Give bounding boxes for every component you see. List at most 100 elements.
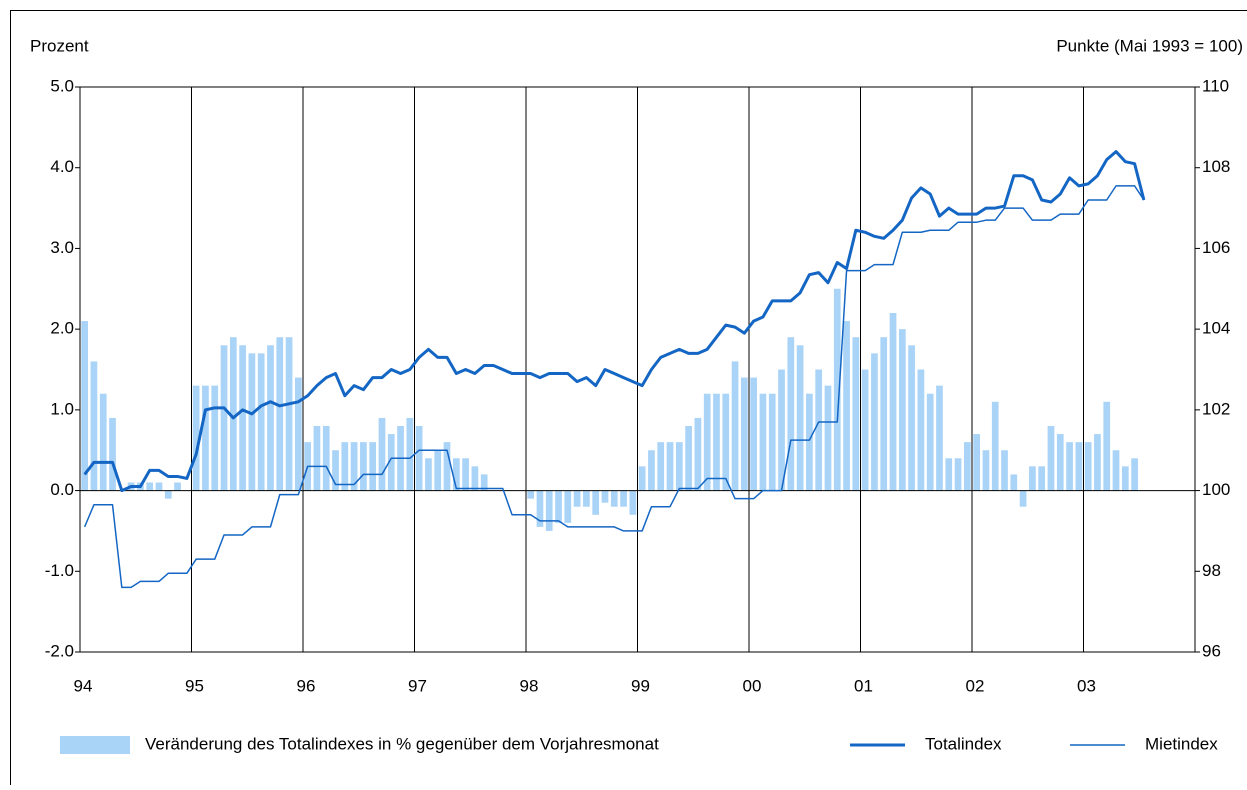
bar [1001,450,1008,490]
bar [174,483,181,491]
y-tick-label: 2.0 [50,319,74,338]
y2-axis-label: Punkte (Mai 1993 = 100) [1056,36,1243,55]
legend-label: Veränderung des Totalindexes in % gegenü… [145,734,659,753]
bar [815,370,822,491]
bar [927,394,934,491]
bar [713,394,720,491]
bar [722,394,729,491]
bar [369,442,376,490]
bar [648,450,655,490]
bar [583,491,590,507]
bar [1020,491,1027,507]
bar [1010,474,1017,490]
bar [91,361,98,490]
bar [564,491,571,523]
y-tick-label: 1.0 [50,399,74,418]
bar [239,345,246,490]
x-tick-label: 96 [297,676,316,695]
bar [249,353,256,490]
bar [555,491,562,523]
bar [732,361,739,490]
bar [630,491,637,515]
bar [611,491,618,507]
bar [676,442,683,490]
bar [602,491,609,503]
y2-tick-label: 98 [1202,561,1221,580]
bar [81,321,88,491]
legend-label: Totalindex [925,734,1002,753]
y2-tick-label: 104 [1202,319,1230,338]
bar [592,491,599,515]
bar [760,394,767,491]
bar [574,491,581,507]
legend-swatch [60,736,130,754]
bar [527,491,534,499]
bar [657,442,664,490]
y2-tick-label: 106 [1202,238,1230,257]
bar [341,442,348,490]
bar [685,426,692,491]
y-tick-label: -2.0 [45,641,74,660]
bar [797,345,804,490]
bar [769,394,776,491]
y-tick-label: 3.0 [50,238,74,257]
bar [314,426,321,491]
x-tick-label: 99 [631,676,650,695]
y-tick-label: -1.0 [45,561,74,580]
bar [1057,434,1064,491]
bar [258,353,265,490]
bar [778,370,785,491]
bar [918,370,925,491]
bar [620,491,627,507]
x-tick-label: 98 [520,676,539,695]
y2-tick-label: 110 [1202,76,1229,95]
bar [853,337,860,490]
bar [639,466,646,490]
bar [945,458,952,490]
y2-tick-label: 96 [1202,641,1221,660]
x-tick-label: 95 [185,676,204,695]
bar [880,337,887,490]
bar [1029,466,1036,490]
bar [379,418,386,491]
x-tick-label: 00 [743,676,762,695]
bar [862,370,869,491]
bar [955,458,962,490]
y-axis-label: Prozent [30,36,89,55]
bar [787,337,794,490]
bar [267,345,274,490]
bar [1076,442,1083,490]
x-tick-label: 97 [408,676,427,695]
bar [360,442,367,490]
bar [750,378,757,491]
bar [1048,426,1055,491]
bar [1085,442,1092,490]
bar [890,313,897,491]
y-tick-label: 0.0 [50,480,74,499]
bar [146,483,153,491]
bar [973,434,980,491]
bar [100,394,107,491]
bar [704,394,711,491]
x-tick-label: 02 [966,676,985,695]
y-tick-label: 5.0 [50,76,74,95]
bar [695,418,702,491]
bar [1103,402,1110,491]
bar [992,402,999,491]
bar [983,450,990,490]
bar [871,353,878,490]
y2-tick-label: 100 [1202,480,1230,499]
bar [843,321,850,491]
bar [741,378,748,491]
bar [1094,434,1101,491]
bar [899,329,906,490]
bar [286,337,293,490]
bar [1113,450,1120,490]
bar [156,483,163,491]
bar [351,442,358,490]
x-tick-label: 01 [854,676,873,695]
bar [462,458,469,490]
bar [964,442,971,490]
bar [221,345,228,490]
